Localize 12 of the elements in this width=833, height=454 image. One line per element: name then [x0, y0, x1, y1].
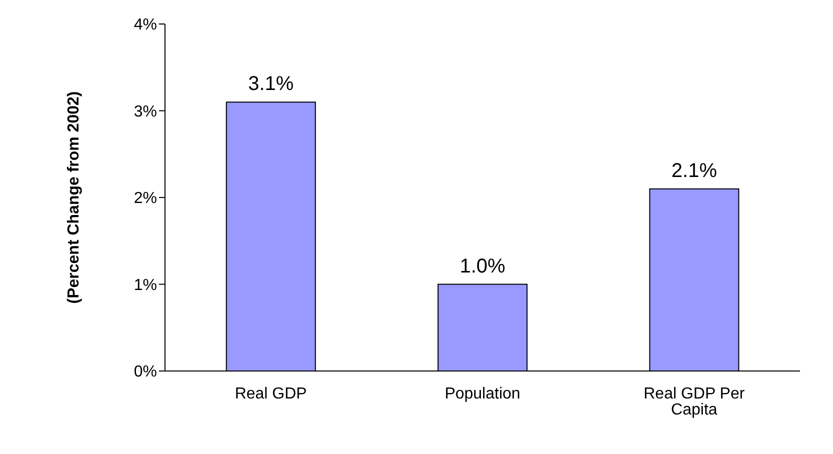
data-label: 1.0%	[460, 255, 506, 278]
y-tick-label: 0%	[134, 364, 157, 381]
x-tick-label: Real GDP	[234, 385, 307, 402]
y-tick-label: 4%	[134, 16, 157, 34]
data-label: 2.1%	[671, 160, 718, 182]
y-axis-title: (Percent Change from 2002)	[66, 91, 83, 304]
y-tick-label: 3%	[134, 103, 157, 120]
x-tick-label: Population	[444, 385, 520, 402]
x-tick-label: Real GDP Per Capita	[644, 385, 746, 418]
data-label: 3.1%	[248, 73, 294, 96]
y-tick-label: 1%	[134, 276, 157, 294]
y-tick-label: 2%	[134, 190, 157, 208]
